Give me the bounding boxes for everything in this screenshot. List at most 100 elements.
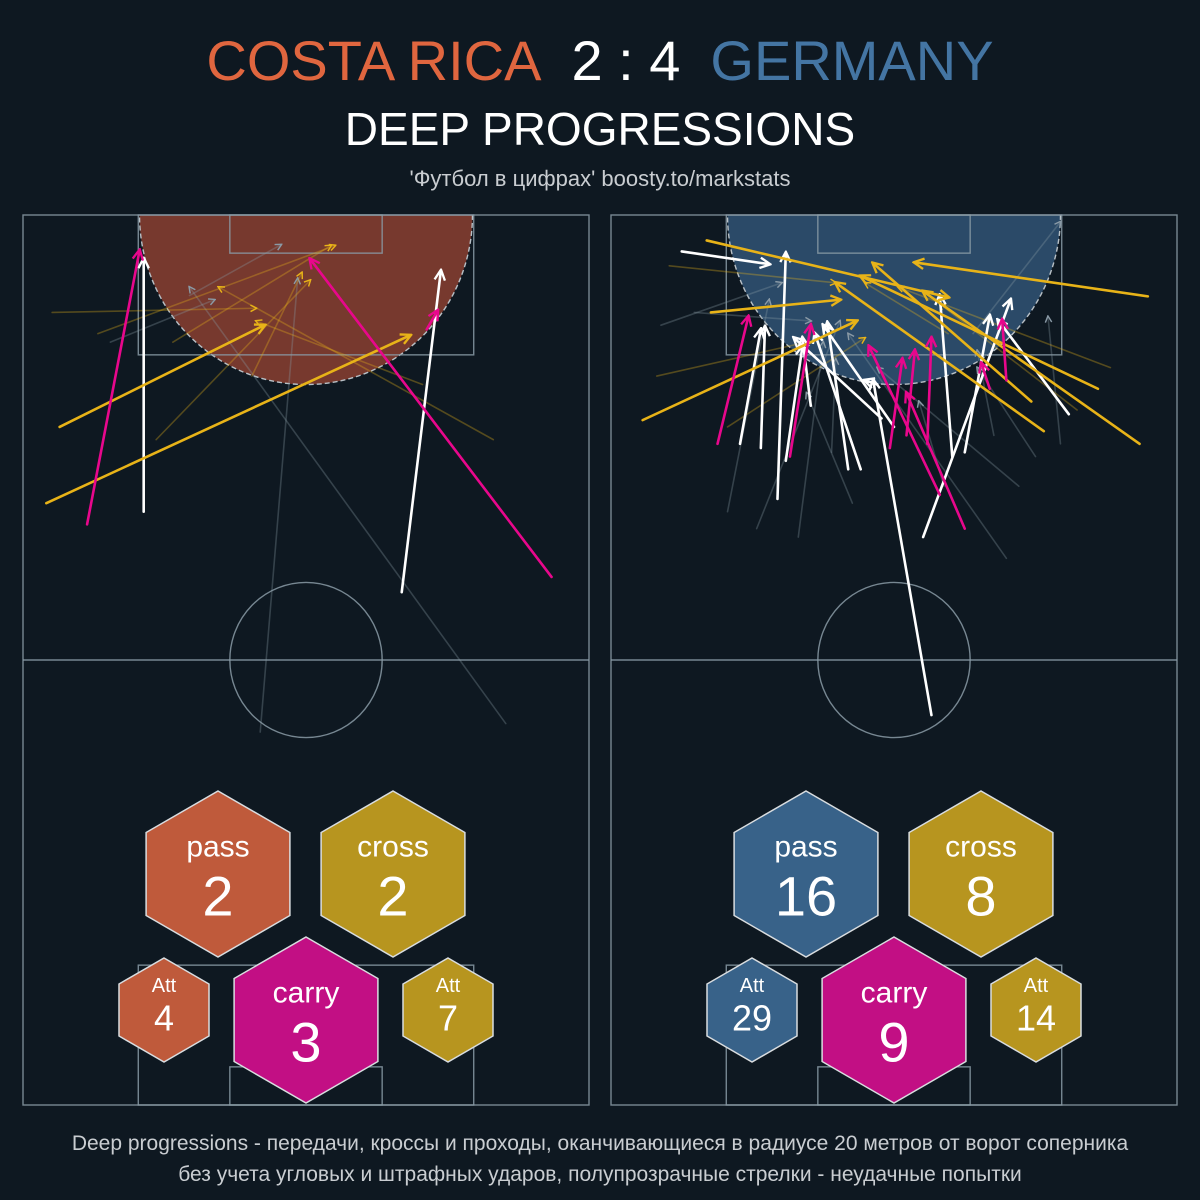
- cross-arrow-failed: [655, 342, 807, 377]
- cross-arrow-failed: [256, 321, 424, 386]
- chart-subtitle: DEEP PROGRESSIONS: [344, 103, 856, 155]
- pass-arrow: [784, 346, 803, 463]
- match-score: 2 : 4: [571, 29, 681, 92]
- hex-label: carry: [861, 977, 928, 1010]
- hexagon-shape: [118, 957, 210, 1063]
- carry-arrow: [869, 346, 942, 497]
- cross-arrow-failed: [251, 273, 302, 377]
- pass-arrow-failed: [877, 368, 1020, 488]
- centre-circle: [817, 581, 971, 739]
- pass-arrow: [873, 380, 933, 717]
- carry-arrow: [906, 393, 967, 530]
- hex-value: 29: [732, 998, 772, 1039]
- hexagon-shape: [733, 790, 879, 958]
- carry-arrow: [788, 325, 811, 458]
- pass-arrow: [794, 338, 883, 420]
- cross-arrow: [705, 239, 948, 297]
- cross-arrow-failed: [172, 246, 331, 343]
- hex-value: 7: [438, 998, 458, 1039]
- hex-label: cross: [945, 831, 1017, 864]
- hex-label: Att: [436, 975, 461, 997]
- cross-arrow-failed: [668, 265, 835, 283]
- pass-arrow-failed: [259, 279, 297, 733]
- hex-value: 9: [878, 1011, 909, 1074]
- cross-arrow-failed: [219, 287, 495, 441]
- hex-value: 4: [154, 998, 174, 1039]
- pass-arrow: [815, 334, 863, 471]
- footnote-line-1: Deep progressions - передачи, кроссы и п…: [71, 1132, 1129, 1155]
- pass-arrow: [680, 250, 769, 264]
- hex-value: 16: [775, 865, 837, 928]
- cross-arrow: [836, 283, 1046, 433]
- cross-arrow-failed: [155, 280, 310, 441]
- carry-arrow: [927, 338, 931, 446]
- centre-circle: [229, 581, 383, 739]
- pass-arrow-failed: [848, 334, 1008, 560]
- pass-arrow: [865, 380, 879, 384]
- pass-arrow-failed: [1048, 317, 1062, 445]
- hex-label: Att: [152, 975, 177, 997]
- hexagon-shape: [145, 790, 291, 958]
- pass-arrow-failed: [109, 300, 214, 343]
- pass-arrow: [400, 271, 441, 594]
- carry-arrow: [981, 363, 992, 391]
- pass-arrow-failed: [807, 393, 854, 504]
- pass-arrow-failed: [189, 287, 507, 725]
- pass-arrow-failed: [755, 321, 840, 530]
- pass-arrow-failed: [660, 283, 782, 326]
- hex-value: 8: [965, 865, 996, 928]
- pass-arrow-failed: [188, 245, 281, 297]
- hex-label: pass: [774, 831, 837, 864]
- hex-label: carry: [273, 977, 340, 1010]
- carry-arrow: [1002, 320, 1006, 382]
- cross-arrow: [709, 300, 840, 314]
- home-team-name: COSTA RICA: [206, 29, 542, 92]
- cross-arrow: [923, 291, 1141, 446]
- pass-arrow-failed: [797, 342, 823, 538]
- hex-label: cross: [357, 831, 429, 864]
- cross-arrow: [641, 321, 857, 422]
- cross-arrow: [45, 335, 410, 505]
- hex-label: Att: [1024, 975, 1049, 997]
- pass-arrow: [827, 323, 850, 471]
- pass-arrow: [823, 325, 896, 429]
- carry-arrow: [716, 317, 749, 446]
- credit-line: 'Футбол в цифрах' boosty.to/markstats: [409, 166, 791, 191]
- hex-value: 3: [290, 1011, 321, 1074]
- pass-arrow: [738, 329, 761, 446]
- hex-value: 2: [202, 865, 233, 928]
- cross-arrow: [915, 262, 1150, 298]
- hexagon-shape: [908, 790, 1054, 958]
- hexagon-shape: [821, 936, 967, 1104]
- carry-arrow: [310, 259, 553, 579]
- cross-arrow-failed: [51, 308, 256, 314]
- title-row: COSTA RICA 2 : 4 GERMANY: [0, 26, 1200, 96]
- pass-arrow-failed: [693, 311, 811, 320]
- cross-arrow-failed: [940, 304, 1078, 411]
- footnote: Deep progressions - передачи, кроссы и п…: [0, 1128, 1200, 1190]
- hexagon-shape: [706, 957, 798, 1063]
- pass-arrow: [761, 327, 765, 450]
- hex-value: 2: [377, 865, 408, 928]
- goal-area-top: [817, 214, 971, 254]
- hex-label: pass: [186, 831, 249, 864]
- pass-arrow: [776, 253, 785, 501]
- hexagon-shape: [320, 790, 466, 958]
- carry-arrow: [85, 251, 139, 526]
- pass-arrow: [998, 320, 1071, 416]
- target-zone: [138, 215, 474, 386]
- hex-value: 14: [1016, 998, 1056, 1039]
- goal-area-top: [229, 214, 383, 254]
- hexagon-shape: [233, 936, 379, 1104]
- footnote-line-2: без учета угловых и штрафных ударов, пол…: [178, 1163, 1022, 1186]
